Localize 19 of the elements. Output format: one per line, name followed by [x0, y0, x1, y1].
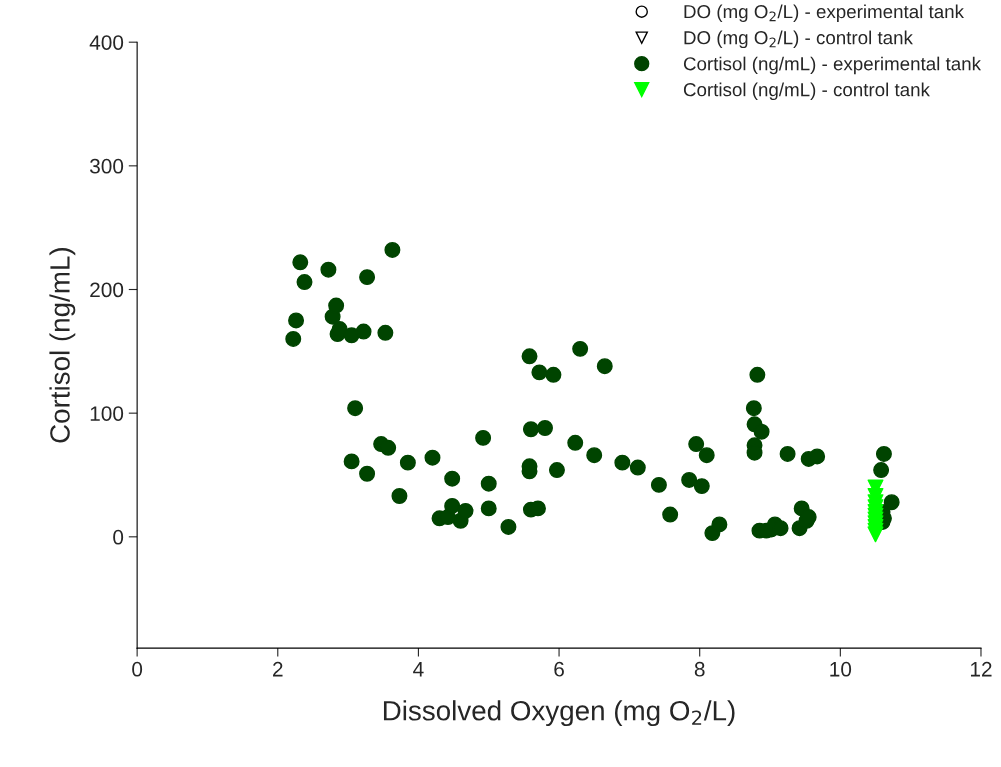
x-tick-label: 2 — [273, 661, 283, 677]
y-tick-label: 100 — [90, 406, 124, 421]
y-tick-label: 0 — [113, 529, 124, 545]
x-tick-label: 6 — [554, 661, 564, 677]
legend-label: DO (mg O$_{2}$/L) - control tank — [684, 30, 913, 49]
y-tick-label: 200 — [90, 282, 124, 298]
x-tick-label: 10 — [830, 661, 852, 677]
legend-label: Cortisol (ng/mL) - control tank — [683, 82, 930, 101]
x-tick-label: 4 — [413, 662, 424, 677]
y-axis-title: Cortisol (ng/mL) — [49, 248, 76, 443]
y-tick-label: 400 — [89, 35, 124, 50]
x-tick-label: 8 — [694, 661, 705, 677]
x-axis-title: Dissolved Oxygen (mg O$_{2}$/L) — [383, 700, 735, 727]
legend-label: Cortisol (ng/mL) - experimental tank — [683, 56, 982, 75]
point — [867, 526, 884, 543]
y-tick-label: 300 — [89, 158, 124, 174]
legend-label: DO (mg O$_{2}$/L) - experimental tank — [684, 4, 965, 22]
x-tick-label: 0 — [132, 661, 143, 677]
x-tick-label: 12 — [970, 661, 992, 677]
